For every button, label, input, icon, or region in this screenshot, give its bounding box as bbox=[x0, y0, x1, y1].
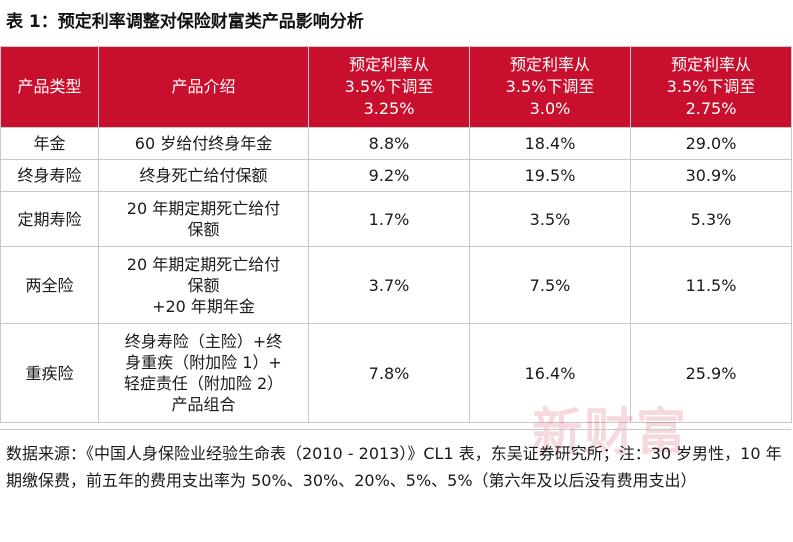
table-row: 年金 60 岁给付终身年金 8.8% 18.4% 29.0% bbox=[0, 127, 792, 160]
cell-product-type: 重疾险 bbox=[0, 323, 99, 423]
header-product-intro: 产品介绍 bbox=[98, 46, 309, 128]
cell-value-3-0: 18.4% bbox=[469, 127, 631, 160]
cell-value-2-75: 25.9% bbox=[630, 323, 792, 423]
impact-table-container: 产品类型 产品介绍 预定利率从 3.5%下调至 3.25% 预定利率从 3.5%… bbox=[0, 46, 792, 423]
table-row: 重疾险 终身寿险（主险）+终 身重疾（附加险 1）+ 轻症责任（附加险 2） 产… bbox=[0, 323, 792, 423]
cell-value-3-0: 3.5% bbox=[469, 191, 631, 247]
cell-value-3-0: 16.4% bbox=[469, 323, 631, 423]
header-product-type: 产品类型 bbox=[0, 46, 99, 128]
cell-product-desc: 终身寿险（主险）+终 身重疾（附加险 1）+ 轻症责任（附加险 2） 产品组合 bbox=[98, 323, 309, 423]
cell-value-2-75: 11.5% bbox=[630, 246, 792, 324]
source-footnote: 数据来源：《中国人身保险业经验生命表（2010 - 2013）》CL1 表，东吴… bbox=[0, 429, 791, 540]
cell-value-3-25: 7.8% bbox=[308, 323, 470, 423]
cell-product-type: 两全险 bbox=[0, 246, 99, 324]
cell-value-3-25: 1.7% bbox=[308, 191, 470, 247]
header-rate-3-25: 预定利率从 3.5%下调至 3.25% bbox=[308, 46, 470, 128]
cell-value-3-25: 3.7% bbox=[308, 246, 470, 324]
cell-value-3-0: 7.5% bbox=[469, 246, 631, 324]
cell-product-type: 年金 bbox=[0, 127, 99, 160]
header-rate-3-0: 预定利率从 3.5%下调至 3.0% bbox=[469, 46, 631, 128]
cell-value-3-25: 9.2% bbox=[308, 159, 470, 192]
header-rate-2-75: 预定利率从 3.5%下调至 2.75% bbox=[630, 46, 792, 128]
cell-value-3-25: 8.8% bbox=[308, 127, 470, 160]
impact-table: 产品类型 产品介绍 预定利率从 3.5%下调至 3.25% 预定利率从 3.5%… bbox=[0, 46, 792, 423]
cell-product-desc: 60 岁给付终身年金 bbox=[98, 127, 309, 160]
cell-value-2-75: 5.3% bbox=[630, 191, 792, 247]
cell-product-type: 终身寿险 bbox=[0, 159, 99, 192]
cell-product-desc: 20 年期定期死亡给付 保额 bbox=[98, 191, 309, 247]
table-row: 终身寿险 终身死亡给付保额 9.2% 19.5% 30.9% bbox=[0, 159, 792, 192]
cell-product-type: 定期寿险 bbox=[0, 191, 99, 247]
cell-value-2-75: 30.9% bbox=[630, 159, 792, 192]
cell-value-3-0: 19.5% bbox=[469, 159, 631, 192]
cell-value-2-75: 29.0% bbox=[630, 127, 792, 160]
table-row: 定期寿险 20 年期定期死亡给付 保额 1.7% 3.5% 5.3% bbox=[0, 191, 792, 247]
table-header-row: 产品类型 产品介绍 预定利率从 3.5%下调至 3.25% 预定利率从 3.5%… bbox=[0, 46, 792, 128]
cell-product-desc: 20 年期定期死亡给付 保额 +20 年期年金 bbox=[98, 246, 309, 324]
table-row: 两全险 20 年期定期死亡给付 保额 +20 年期年金 3.7% 7.5% 11… bbox=[0, 246, 792, 324]
cell-product-desc: 终身死亡给付保额 bbox=[98, 159, 309, 192]
page-title: 表 1：预定利率调整对保险财富类产品影响分析 bbox=[6, 12, 364, 32]
